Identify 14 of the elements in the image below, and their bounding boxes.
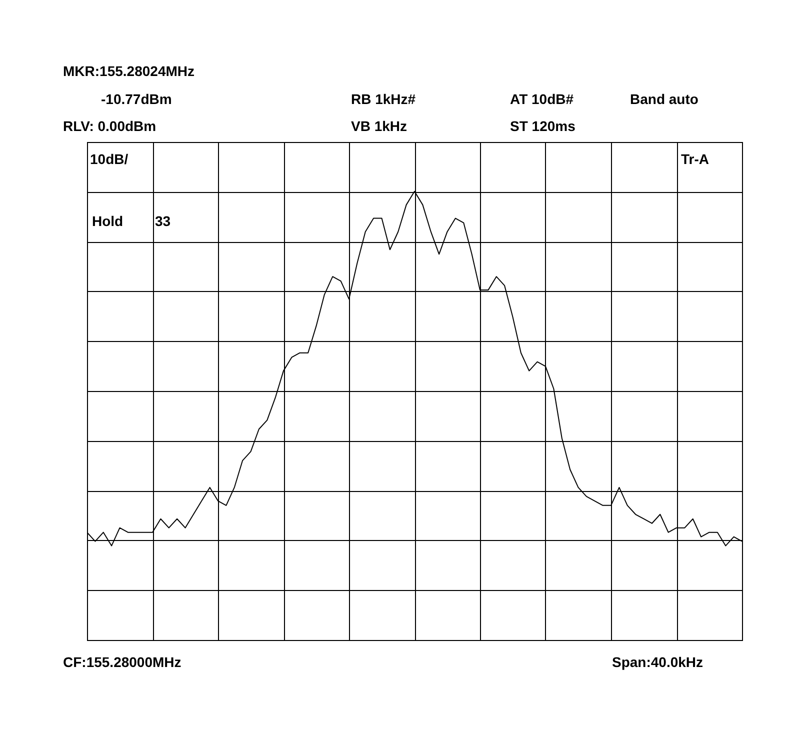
text: RB 1kHz# xyxy=(351,91,416,107)
annotation: 33 xyxy=(155,213,171,229)
text: 10dB/ xyxy=(90,151,128,167)
text: RLV: 0.00dBm xyxy=(63,118,156,134)
text: AT 10dB# xyxy=(510,91,574,107)
text: -10.77dBm xyxy=(101,91,172,107)
text: MKR:155.28024MHz xyxy=(63,63,194,79)
text: Span:40.0kHz xyxy=(612,654,704,670)
text: ST 120ms xyxy=(510,118,576,134)
text: VB 1kHz xyxy=(351,118,408,134)
text: Tr-A xyxy=(681,151,709,167)
text: Band auto xyxy=(630,91,698,107)
annotation: Hold xyxy=(92,213,124,229)
text: CF:155.28000MHz xyxy=(63,654,182,670)
